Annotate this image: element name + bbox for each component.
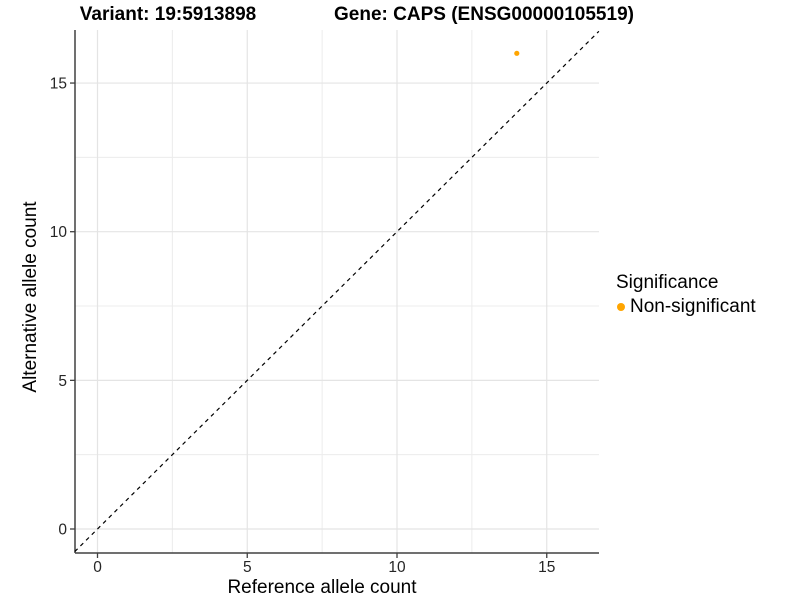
- legend-item-label: Non-significant: [630, 296, 756, 317]
- y-axis-label: Alternative allele count: [20, 201, 41, 393]
- legend-point-swatch: [617, 303, 625, 311]
- legend: Significance Non-significant: [615, 272, 756, 318]
- identity-line: [74, 30, 600, 553]
- legend-item: Non-significant: [615, 296, 756, 318]
- data-point: [514, 50, 520, 56]
- gene-title: Gene: CAPS (ENSG00000105519): [334, 4, 634, 25]
- y-tick-label: 10: [50, 224, 68, 241]
- variant-title: Variant: 19:5913898: [79, 4, 257, 25]
- x-tick-label: 15: [538, 559, 555, 576]
- y-tick-label: 0: [58, 522, 67, 539]
- x-tick-label: 5: [243, 559, 252, 576]
- x-tick-label: 10: [388, 559, 406, 576]
- y-tick-label: 5: [58, 373, 67, 390]
- x-tick-label: 0: [93, 559, 102, 576]
- y-tick-label: 15: [50, 76, 67, 93]
- x-axis-label: Reference allele count: [227, 577, 417, 598]
- legend-title: Significance: [616, 272, 719, 293]
